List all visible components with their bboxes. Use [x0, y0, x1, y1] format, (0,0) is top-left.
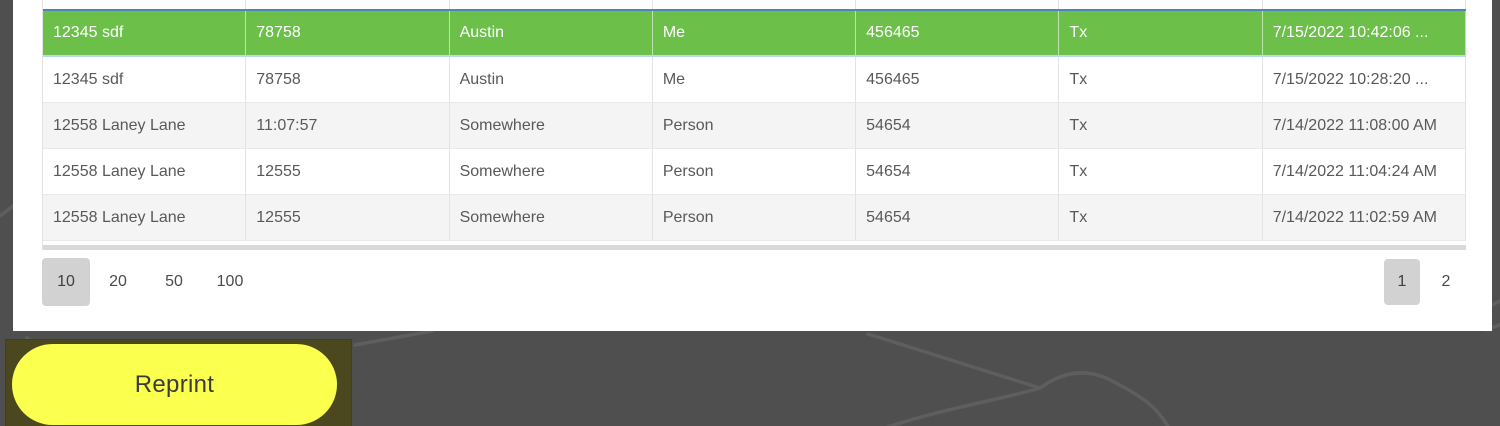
- table-cell: Person: [652, 149, 857, 195]
- table-cell: [43, 0, 247, 9]
- page-size-option-20[interactable]: 20: [90, 258, 146, 306]
- page-size-option-100[interactable]: 100: [202, 258, 258, 306]
- page-size-selector: 10 20 50 100: [42, 258, 258, 306]
- page-size-option-50[interactable]: 50: [146, 258, 202, 306]
- table-cell: [1059, 0, 1263, 9]
- table-cell: 12555: [246, 149, 450, 195]
- table-cell: 54654: [856, 103, 1060, 149]
- table-cell: 12345 sdf: [43, 11, 247, 55]
- table-cell: 456465: [856, 11, 1060, 55]
- table-cell: Tx: [1059, 195, 1263, 241]
- table-cell: Austin: [449, 57, 653, 103]
- reprint-button[interactable]: Reprint: [12, 344, 337, 425]
- page-size-option-10[interactable]: 10: [42, 258, 90, 306]
- table-cell: Person: [652, 195, 857, 241]
- table-cell: 12558 Laney Lane: [43, 195, 247, 241]
- table-cell: 12555: [246, 195, 450, 241]
- table-cell: 11:07:57: [246, 103, 450, 149]
- table-cell: 456465: [856, 57, 1060, 103]
- table-cell: 7/14/2022 11:02:59 AM: [1262, 195, 1466, 241]
- table-cell: [450, 0, 653, 9]
- table-row[interactable]: 12558 Laney Lane 11:07:57 Somewhere Person 5…: [43, 103, 1466, 149]
- table-horizontal-scrollbar[interactable]: [43, 245, 1466, 250]
- table-cell: [246, 0, 450, 9]
- table-row[interactable]: 12558 Laney Lane 12555 Somewhere Person 5465…: [43, 149, 1466, 195]
- table-cell: Tx: [1059, 57, 1263, 103]
- table-cell: 7/15/2022 10:28:20 ...: [1262, 57, 1466, 103]
- table-cell: Somewhere: [449, 103, 653, 149]
- table-row[interactable]: 12558 Laney Lane 12555 Somewhere Person 5465…: [43, 195, 1466, 241]
- table-cell: Me: [653, 11, 857, 55]
- table-cell: 7/14/2022 11:04:24 AM: [1262, 149, 1466, 195]
- table-cell: [1263, 0, 1466, 9]
- page-number-2[interactable]: 2: [1426, 258, 1466, 306]
- table-cell: 12345 sdf: [43, 57, 247, 103]
- table-cell: 7/15/2022 10:42:06 ...: [1263, 11, 1466, 55]
- table-cell: Tx: [1059, 11, 1263, 55]
- table-cell: 54654: [856, 149, 1060, 195]
- table-cell: 78758: [246, 11, 450, 55]
- table-row[interactable]: 12345 sdf 78758 Austin Me 456465 Tx 7/15/2022 …: [43, 57, 1466, 103]
- table-row[interactable]: 12345 sdf 78758 Austin Me 456465 Tx 7/15/2022 …: [43, 9, 1466, 57]
- results-table: 12345 sdf 78758 Austin Me 456465 Tx 7/15/2022 …: [42, 0, 1466, 250]
- results-panel: 12345 sdf 78758 Austin Me 456465 Tx 7/15/2022 …: [13, 0, 1492, 331]
- table-cell: 12558 Laney Lane: [43, 149, 247, 195]
- table-cell: 78758: [246, 57, 450, 103]
- table-cell: 7/14/2022 11:08:00 AM: [1262, 103, 1466, 149]
- table-cell: Somewhere: [449, 195, 653, 241]
- table-cell: [856, 0, 1060, 9]
- table-cell: Austin: [450, 11, 653, 55]
- table-cell: Tx: [1059, 149, 1263, 195]
- table-cell: Me: [652, 57, 857, 103]
- table-cell: [653, 0, 857, 9]
- table-cell: Person: [652, 103, 857, 149]
- table-cell: Tx: [1059, 103, 1263, 149]
- table-cell: 12558 Laney Lane: [43, 103, 247, 149]
- table-cell: Somewhere: [449, 149, 653, 195]
- table-row-partial: [43, 0, 1466, 9]
- page-number-1[interactable]: 1: [1384, 259, 1420, 305]
- table-cell: 54654: [856, 195, 1060, 241]
- reprint-button-highlight: Reprint: [5, 339, 352, 426]
